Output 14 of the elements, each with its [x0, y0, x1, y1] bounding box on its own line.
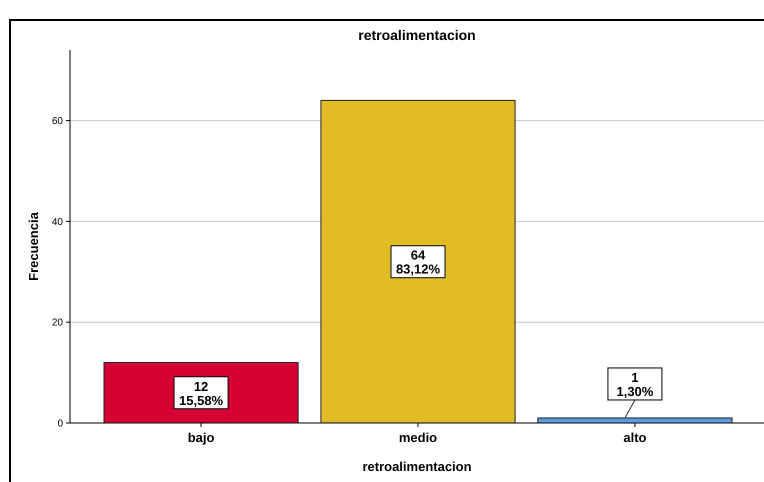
x-tick-label: alto — [623, 430, 647, 445]
y-tick-label: 60 — [52, 116, 64, 128]
y-axis-title: Frecuencia — [26, 211, 41, 281]
data-label: 64 83,12% — [396, 248, 440, 277]
y-tick-label: 20 — [52, 318, 64, 329]
x-tick-label: bajo — [188, 430, 214, 445]
data-label: 1 1,30% — [616, 370, 654, 399]
x-tick-label: medio — [398, 430, 438, 445]
bar — [320, 100, 516, 424]
y-tick-label: 0 — [57, 418, 64, 430]
data-label: 12 15,58% — [179, 378, 224, 408]
y-tick-label: 40 — [52, 216, 64, 228]
x-axis-title: retroalimentacion — [362, 459, 472, 474]
chart-title: retroalimentacion — [358, 27, 476, 43]
